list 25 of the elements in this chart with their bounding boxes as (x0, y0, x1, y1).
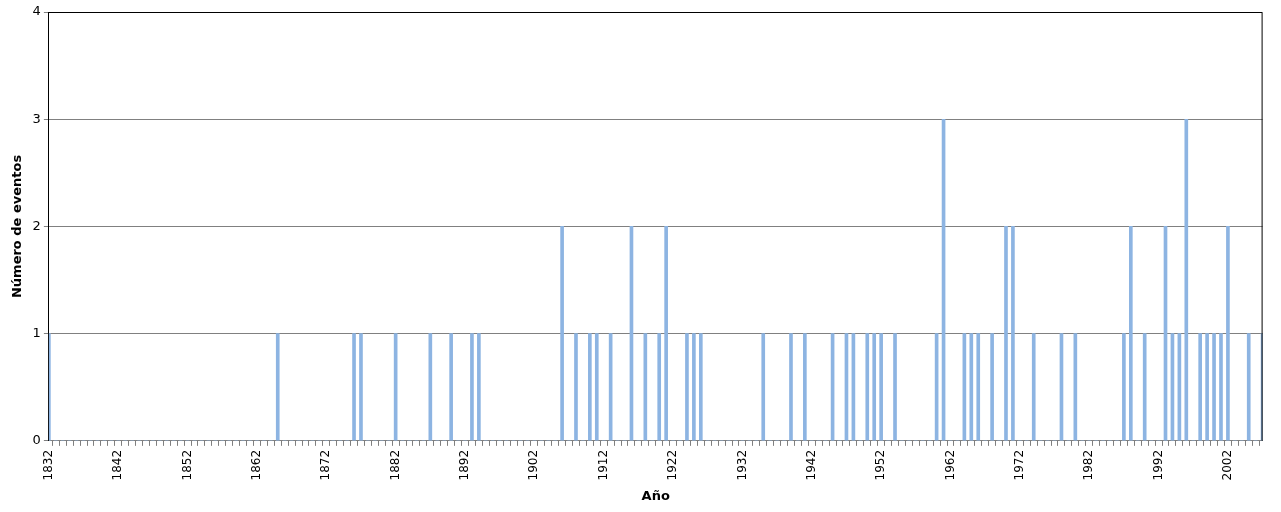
y-tick-label: 2 (32, 217, 41, 233)
y-axis-title: Número de eventos (9, 154, 25, 299)
x-tick-label: 1932 (734, 449, 749, 481)
x-tick-label: 1872 (318, 449, 333, 481)
x-tick-label: 1972 (1011, 449, 1026, 481)
x-tick-label: 1962 (942, 449, 957, 481)
x-tick-label: 1902 (526, 449, 541, 481)
x-tick-label: 1912 (595, 449, 610, 481)
x-axis-title: Año (641, 487, 670, 503)
x-tick-label: 1992 (1150, 449, 1165, 481)
x-tick-label: 1882 (387, 449, 402, 481)
x-tick-label: 1942 (803, 449, 818, 481)
x-tick-label: 1832 (41, 449, 55, 481)
x-tick-label: 1892 (457, 449, 472, 481)
x-tick-label: 1852 (179, 449, 194, 481)
x-tick-label: 1922 (665, 449, 680, 481)
x-tick-label: 1842 (110, 449, 125, 481)
y-tick-label: 1 (32, 325, 41, 341)
x-tick-label: 2002 (1220, 449, 1235, 481)
x-tick-label: 1982 (1081, 449, 1096, 481)
y-tick-label: 4 (32, 3, 41, 19)
y-tick-label: 3 (32, 110, 41, 126)
x-tick-label: 1862 (249, 449, 264, 481)
y-tick-label: 0 (32, 432, 41, 448)
x-tick-label: 1952 (873, 449, 888, 481)
